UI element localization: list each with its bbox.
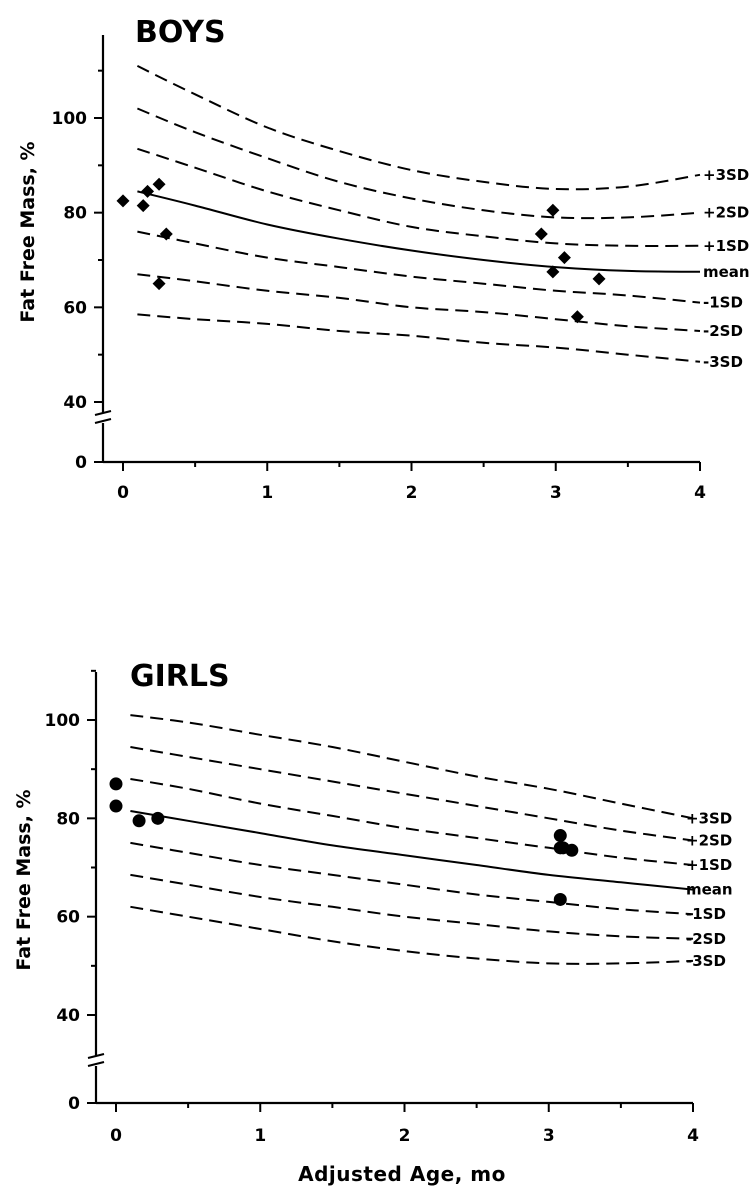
boys-chart: BOYS Fat Free Mass, % 0 40 60 80 100 0 1 2 3 4 +3S… — [17, 15, 750, 503]
data-point — [553, 829, 567, 843]
curve-minus2SD — [130, 873, 694, 940]
data-point — [565, 843, 579, 857]
curve-label: +3SD — [703, 166, 749, 184]
y-axis-label: Fat Free Mass, % — [17, 141, 39, 322]
curve-label: +1SD — [686, 856, 732, 874]
axis-break-mark — [94, 410, 112, 416]
data-point — [534, 227, 548, 241]
data-point — [152, 277, 166, 291]
curve-plus2SD — [130, 746, 694, 842]
curve-mean — [130, 810, 694, 891]
curve-label: -3SD — [703, 353, 743, 371]
data-point — [546, 265, 560, 279]
curve-minus3SD — [130, 905, 694, 965]
y-tick-label: 0 — [75, 453, 87, 473]
data-point — [152, 177, 166, 191]
y-tick-label: 60 — [63, 298, 87, 318]
x-tick-label: 0 — [117, 483, 129, 503]
curve-label: -2SD — [686, 930, 726, 948]
data-point — [136, 199, 150, 213]
x-tick-label: 0 — [110, 1126, 122, 1146]
curve-label: +2SD — [686, 831, 732, 849]
data-point — [132, 814, 146, 828]
data-point — [557, 251, 571, 265]
data-point — [109, 799, 123, 813]
girls-chart: GIRLS Fat Free Mass, % Adjusted Age, mo … — [13, 659, 733, 1186]
data-point — [570, 310, 584, 324]
x-axis-label: Adjusted Age, mo — [298, 1162, 506, 1186]
y-tick-label: 80 — [56, 809, 80, 829]
curve-plus2SD — [137, 107, 701, 220]
chart-title: BOYS — [135, 15, 226, 50]
data-point — [116, 194, 130, 208]
curve-label: -1SD — [703, 294, 743, 312]
y-tick-label: 100 — [45, 711, 81, 731]
curve-label: +2SD — [703, 204, 749, 222]
curve-plus3SD — [130, 714, 694, 820]
data-point — [159, 227, 173, 241]
data-point — [553, 892, 567, 906]
y-tick-label: 100 — [52, 109, 88, 129]
curve-label: +3SD — [686, 809, 732, 827]
x-tick-label: 2 — [406, 483, 418, 503]
axis-break-mark — [87, 1053, 105, 1059]
y-tick-label: 80 — [63, 204, 87, 224]
curve-minus2SD — [137, 273, 701, 332]
y-tick-label: 40 — [56, 1006, 80, 1026]
data-point — [592, 272, 606, 286]
data-point — [546, 203, 560, 217]
x-tick-label: 1 — [254, 1126, 266, 1146]
curve-plus1SD — [137, 147, 701, 247]
curve-label: -3SD — [686, 952, 726, 970]
y-tick-label: 40 — [63, 393, 87, 413]
x-tick-label: 3 — [543, 1126, 555, 1146]
axis-break-mark — [94, 418, 112, 424]
data-point — [141, 184, 155, 198]
curve-label: +1SD — [703, 237, 749, 255]
y-tick-label: 60 — [56, 908, 80, 928]
curve-minus3SD — [137, 313, 701, 363]
curve-label: -2SD — [703, 322, 743, 340]
curve-minus1SD — [130, 841, 694, 916]
curve-mean — [137, 190, 701, 273]
curve-label: mean — [703, 263, 750, 281]
y-tick-label: 0 — [68, 1094, 80, 1114]
curve-label: mean — [686, 881, 733, 899]
x-tick-label: 2 — [399, 1126, 411, 1146]
chart-title: GIRLS — [130, 659, 230, 694]
curve-plus3SD — [136, 65, 701, 191]
curve-plus1SD — [130, 778, 694, 866]
x-tick-label: 1 — [261, 483, 273, 503]
curve-minus1SD — [137, 230, 701, 304]
data-point — [109, 777, 123, 791]
data-point — [151, 811, 165, 825]
axis-break-mark — [87, 1061, 105, 1067]
y-axis-label: Fat Free Mass, % — [13, 789, 35, 970]
curve-label: -1SD — [686, 905, 726, 923]
x-tick-label: 4 — [694, 483, 706, 503]
x-tick-label: 3 — [550, 483, 562, 503]
x-tick-label: 4 — [687, 1126, 699, 1146]
